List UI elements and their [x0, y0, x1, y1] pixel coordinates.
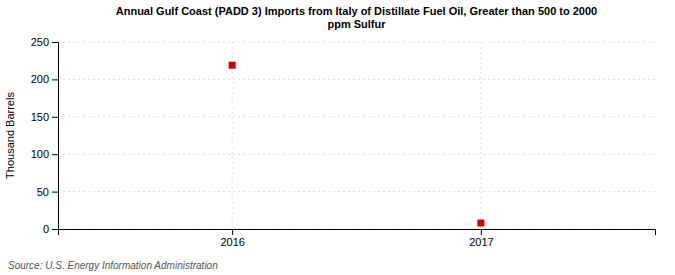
- y-tick: 50: [37, 186, 58, 198]
- y-axis-line: [52, 43, 59, 230]
- y-tick-mark: [52, 117, 58, 118]
- x-grid-line: [480, 42, 481, 229]
- chart-svg: 2016 2017 0 50 100 150 200 250 Annual Gulf Coast…: [0, 0, 675, 275]
- y-tick-mark: [52, 154, 58, 155]
- x-tick: 2016: [220, 229, 244, 248]
- x-tick-label: 2017: [469, 236, 493, 248]
- title-line: ppm Sulfur: [327, 18, 386, 30]
- y-axis: 0 50 100 150 200 250: [31, 36, 59, 235]
- points: [229, 62, 485, 227]
- y-tick: 250: [31, 36, 58, 48]
- y-tick-mark: [52, 79, 58, 80]
- y-axis-title: Thousand Barrels: [4, 92, 16, 179]
- y-tick-label: 150: [31, 111, 49, 123]
- y-grid-line: [58, 42, 655, 43]
- x-tick-mark: [232, 229, 233, 235]
- x-grid-line: [232, 42, 233, 229]
- x-axis: 2016 2017: [59, 229, 656, 248]
- point: [229, 62, 236, 69]
- y-tick-label: 0: [43, 223, 49, 235]
- y-grid-line: [58, 116, 655, 117]
- y-tick-mark: [52, 192, 58, 193]
- plot-area: 2016 2017 0 50 100 150 200 250: [31, 36, 656, 248]
- y-tick-label: 100: [31, 148, 49, 160]
- y-tick: 100: [31, 148, 58, 160]
- y-tick: 150: [31, 111, 58, 123]
- y-tick-label: 50: [37, 186, 49, 198]
- grid: [58, 42, 655, 229]
- chart-container: 2016 2017 0 50 100 150 200 250 Annual Gulf Coast…: [0, 0, 675, 275]
- y-tick: 200: [31, 73, 58, 85]
- point: [477, 220, 484, 227]
- x-axis-line: [59, 230, 656, 236]
- title: Annual Gulf Coast (PADD 3) Imports from …: [116, 5, 597, 30]
- y-grid-line: [58, 154, 655, 155]
- y-grid-line: [58, 191, 655, 192]
- source-note: Source: U.S. Energy Information Administ…: [8, 260, 218, 271]
- x-tick-label: 2016: [220, 236, 244, 248]
- x-tick-mark: [481, 229, 482, 235]
- x-tick: 2017: [469, 229, 493, 248]
- y-tick: 0: [43, 223, 58, 235]
- y-tick-mark: [52, 42, 58, 43]
- y-tick-mark: [52, 229, 58, 230]
- y-tick-label: 200: [31, 73, 49, 85]
- y-grid-line: [58, 79, 655, 80]
- title-line: Annual Gulf Coast (PADD 3) Imports from …: [116, 5, 597, 17]
- y-tick-label: 250: [31, 36, 49, 48]
